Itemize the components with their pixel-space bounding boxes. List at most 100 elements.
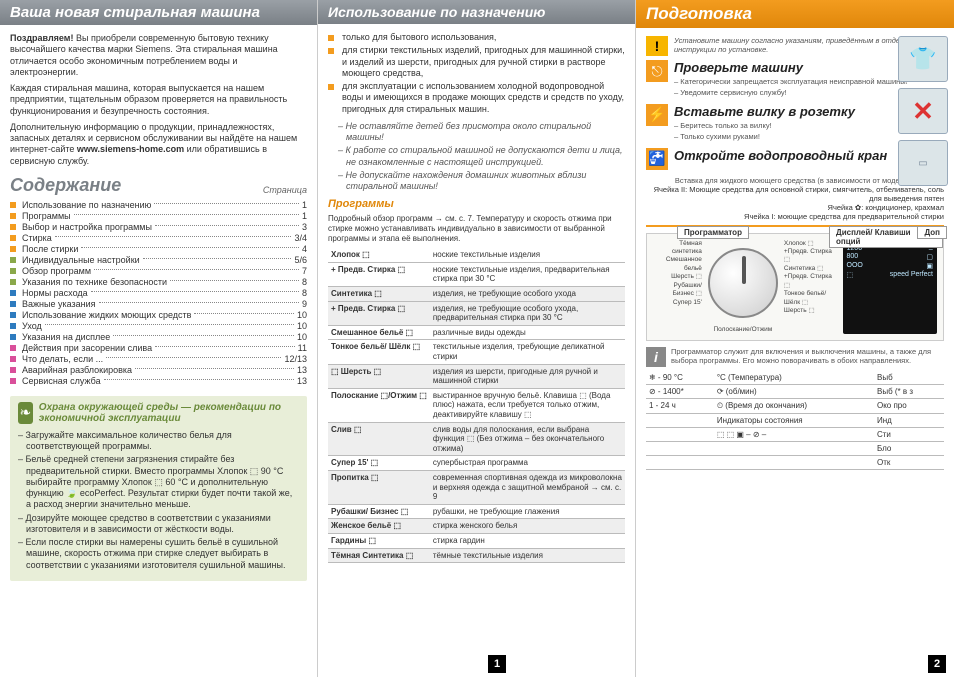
- program-name: Тонкое бельё/ Шёлк ⬚: [328, 340, 430, 364]
- toc-bullet-icon: [10, 334, 16, 340]
- program-name: Гардины ⬚: [328, 533, 430, 548]
- program-row: Тонкое бельё/ Шёлк ⬚текстильные изделия,…: [328, 340, 625, 364]
- step-icon: 🚰: [646, 148, 668, 170]
- extra-label: Доп: [917, 226, 947, 239]
- program-desc: ноские текстильные изделия, предваритель…: [430, 262, 625, 286]
- opt-mid: Индикаторы состояния: [714, 413, 874, 427]
- display-panel: 1200Ξ800▢OOO▣⬚speed Perfect: [843, 240, 937, 334]
- toc-item: Уход 10: [10, 321, 307, 331]
- toc-label: Уход: [22, 321, 42, 331]
- option-row: ⊘ - 1400*⟳ (об/мин)Выб (* в з: [646, 384, 944, 398]
- toc-list: Использование по назначению 1 Программы …: [10, 200, 307, 386]
- dial-opt: Синтетика ⬚: [784, 265, 837, 273]
- toc-item: После стирки 4: [10, 244, 307, 254]
- dial-opt: +Предв. Стирка ⬚: [784, 273, 837, 290]
- toc-bullet-icon: [10, 224, 16, 230]
- toc-label: Использование по назначению: [22, 200, 151, 210]
- program-desc: выстиранное вручную бельё. Клавиша ⬚ (Во…: [430, 388, 625, 422]
- program-name: Женское бельё ⬚: [328, 519, 430, 534]
- para-moreinfo: Дополнительную информацию о продукции, п…: [10, 122, 307, 167]
- eco-item: Если после стирки вы намерены сушить бел…: [18, 537, 299, 571]
- use-bullet: для стирки текстильных изделий, пригодны…: [328, 45, 625, 79]
- program-row: Синтетика ⬚изделия, не требующие особого…: [328, 287, 625, 302]
- programs-table: Хлопок ⬚ноские текстильные изделия+ Пред…: [328, 248, 625, 563]
- option-row: Бло: [646, 441, 944, 455]
- toc-bullet-icon: [10, 378, 16, 384]
- toc-bullet-icon: [10, 312, 16, 318]
- eco-box: ❧ Охрана окружающей среды — рекомендации…: [10, 396, 307, 581]
- opt-right: Око про: [874, 398, 944, 413]
- program-dial-icon: [708, 248, 778, 318]
- program-row: Супер 15' ⬚супербыстрая программа: [328, 456, 625, 471]
- safety-italic-list: Не оставляйте детей без присмотра около …: [338, 121, 625, 193]
- opt-left: [646, 413, 714, 427]
- use-bullets: только для бытового использования,для ст…: [328, 32, 625, 115]
- opt-left: 1 - 24 ч: [646, 398, 714, 413]
- opt-right: Сти: [874, 427, 944, 441]
- toc-item: Нормы расхода 8: [10, 288, 307, 298]
- toc-item: Важные указания 9: [10, 299, 307, 309]
- toc-page: 9: [302, 299, 307, 309]
- toc-item: Использование по назначению 1: [10, 200, 307, 210]
- eco-title: Охрана окружающей среды — рекомендации п…: [39, 402, 299, 424]
- toc-item: Обзор программ 7: [10, 266, 307, 276]
- toc-label: Аварийная разблокировка: [22, 365, 132, 375]
- toc-label: Стирка: [22, 233, 52, 243]
- toc-label: Указания на дисплее: [22, 332, 110, 342]
- toc-item: Указания на дисплее 10: [10, 332, 307, 342]
- toc-title: Содержание Страница: [10, 175, 307, 196]
- option-row: ❄ - 90 °C°C (Температура)Выб: [646, 371, 944, 385]
- dial-opt: Супер 15': [653, 299, 702, 307]
- opt-right: Выб: [874, 371, 944, 385]
- toc-label: Указания по технике безопасности: [22, 277, 167, 287]
- toc-bullet-icon: [10, 323, 16, 329]
- program-name: ⬚ Шерсть ⬚: [328, 364, 430, 388]
- program-name: Рубашки/ Бизнес ⬚: [328, 504, 430, 519]
- toc-page: 4: [302, 244, 307, 254]
- eco-item: Бельё средней степени загрязнения стирай…: [18, 454, 299, 510]
- toc-bullet-icon: [10, 257, 16, 263]
- page-number-1: 1: [488, 655, 506, 673]
- toc-page: 10: [297, 321, 307, 331]
- cross-illus-icon: ✕: [898, 88, 948, 134]
- program-row: Слив ⬚слив воды для полоскания, если выб…: [328, 422, 625, 456]
- program-desc: современная спортивная одежда из микрово…: [430, 470, 625, 504]
- program-desc: тёмные текстильные изделия: [430, 548, 625, 563]
- warning-triangle-icon: !: [646, 36, 668, 56]
- info-text: Программатор служит для включения и выкл…: [671, 347, 944, 367]
- program-row: Тёмная Синтетика ⬚тёмные текстильные изд…: [328, 548, 625, 563]
- display-row: ⬚speed Perfect: [847, 271, 933, 279]
- option-row: Индикаторы состоянияИнд: [646, 413, 944, 427]
- opt-mid: ⟳ (об/мин): [714, 384, 874, 398]
- toc-bullet-icon: [10, 202, 16, 208]
- program-desc: стирка женского белья: [430, 519, 625, 534]
- toc-page-word: Страница: [263, 185, 307, 195]
- use-bullet: для эксплуатации с использованием холодн…: [328, 81, 625, 115]
- leaf-icon: ❧: [18, 402, 33, 424]
- toc-item: Использование жидких моющих средств 10: [10, 310, 307, 320]
- program-desc: различные виды одежды: [430, 325, 625, 340]
- opt-mid: ⏲ (Время до окончания): [714, 398, 874, 413]
- toc-bullet-icon: [10, 213, 16, 219]
- program-name: Пропитка ⬚: [328, 470, 430, 504]
- shirt-illus-icon: 👕: [898, 36, 948, 82]
- toc-label: Обзор программ: [22, 266, 91, 276]
- program-name: + Предв. Стирка ⬚: [328, 301, 430, 325]
- toc-bullet-icon: [10, 268, 16, 274]
- toc-page: 10: [297, 310, 307, 320]
- program-row: ⬚ Шерсть ⬚изделия из шерсти, пригодные д…: [328, 364, 625, 388]
- display-row: OOO▣: [847, 262, 933, 270]
- opt-right: Бло: [874, 441, 944, 455]
- toc-item: Указания по технике безопасности 8: [10, 277, 307, 287]
- dial-opt: Тонкое бельё/ Шёлк ⬚: [784, 290, 837, 307]
- opt-mid: [714, 455, 874, 469]
- opt-right: Выб (* в з: [874, 384, 944, 398]
- toc-title-text: Содержание: [10, 175, 121, 195]
- options-table: ❄ - 90 °C°C (Температура)Выб⊘ - 1400*⟳ (…: [646, 371, 944, 470]
- program-name: Полоскание ⬚/Отжим ⬚: [328, 388, 430, 422]
- program-desc: слив воды для полоскания, если выбрана ф…: [430, 422, 625, 456]
- dial-left-labels: Тёмная синтетикаСмешанное бельёШерсть ⬚Р…: [653, 240, 702, 334]
- header-your-machine: Ваша новая стиральная машина: [0, 0, 317, 25]
- toc-page: 5/6: [294, 255, 307, 265]
- program-row: + Предв. Стирка ⬚ноские текстильные изде…: [328, 262, 625, 286]
